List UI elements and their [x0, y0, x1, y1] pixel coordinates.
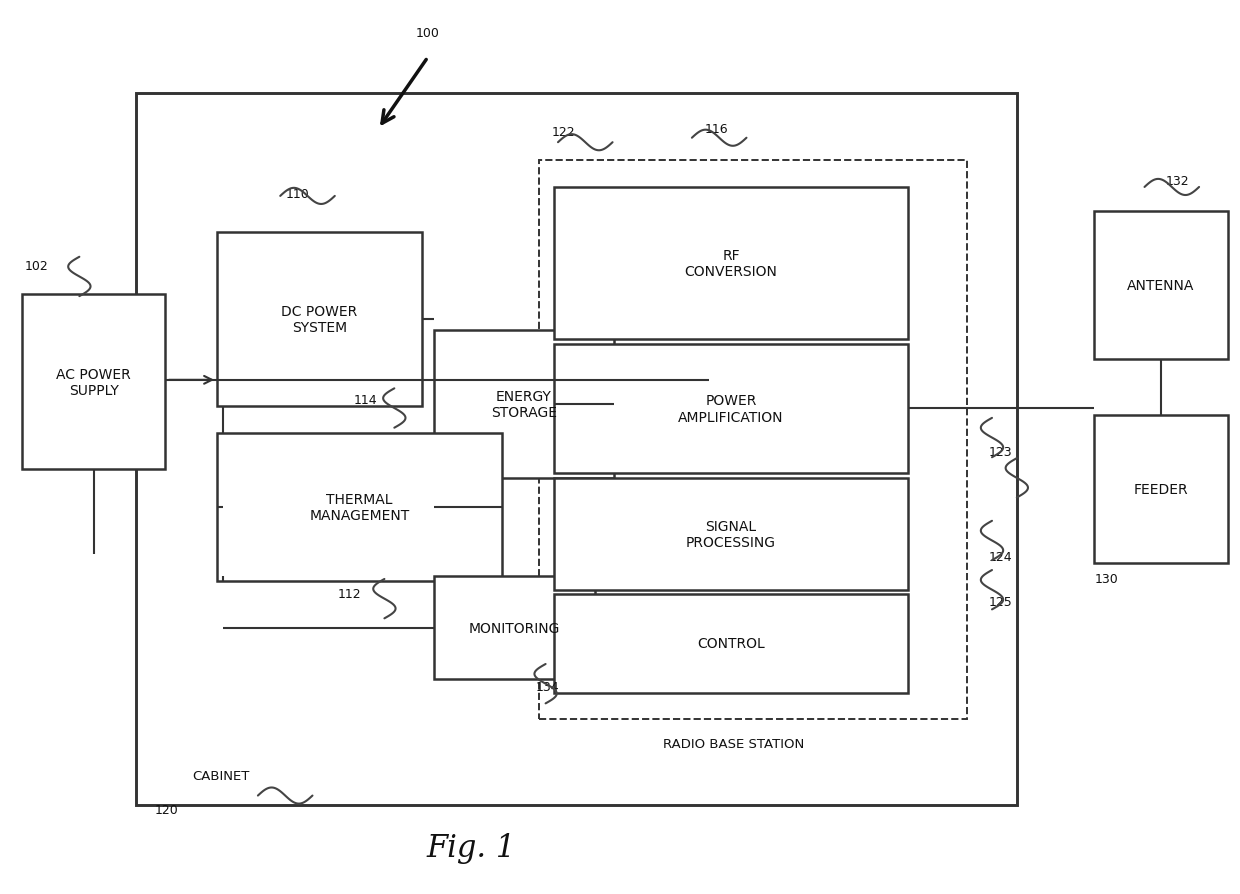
Text: 132: 132 [1166, 174, 1189, 188]
Bar [217, 434, 502, 581]
Text: MONITORING: MONITORING [469, 621, 560, 635]
Text: 134: 134 [536, 679, 559, 693]
Text: FEEDER: FEEDER [1133, 483, 1188, 496]
Text: 125: 125 [988, 595, 1012, 608]
Bar [22, 295, 165, 469]
Text: POWER
AMPLIFICATION: POWER AMPLIFICATION [678, 394, 784, 424]
Text: Fig. 1: Fig. 1 [427, 832, 516, 863]
Text: DC POWER
SYSTEM: DC POWER SYSTEM [281, 305, 357, 334]
Bar [217, 232, 422, 407]
Bar [1094, 416, 1228, 563]
Text: 130: 130 [1095, 572, 1118, 586]
Text: 116: 116 [704, 122, 728, 136]
Text: 124: 124 [988, 550, 1012, 563]
Text: ENERGY
STORAGE: ENERGY STORAGE [491, 390, 557, 419]
Text: CABINET: CABINET [192, 769, 249, 782]
Bar [554, 595, 908, 693]
Bar [434, 577, 595, 679]
Text: CONTROL: CONTROL [697, 637, 765, 651]
Bar [136, 94, 1017, 805]
Text: AC POWER
SUPPLY: AC POWER SUPPLY [56, 367, 131, 397]
Bar [554, 344, 908, 474]
Text: 110: 110 [285, 188, 309, 201]
Bar [554, 478, 908, 590]
Bar [1094, 212, 1228, 359]
Text: 120: 120 [155, 803, 179, 816]
Text: 123: 123 [988, 445, 1012, 459]
Text: THERMAL
MANAGEMENT: THERMAL MANAGEMENT [310, 493, 409, 522]
Text: SIGNAL
PROCESSING: SIGNAL PROCESSING [686, 519, 776, 549]
Text: RF
CONVERSION: RF CONVERSION [684, 249, 777, 279]
Text: ANTENNA: ANTENNA [1127, 279, 1194, 292]
Bar [539, 161, 967, 720]
Text: RADIO BASE STATION: RADIO BASE STATION [663, 738, 805, 751]
Text: 102: 102 [25, 259, 48, 273]
Text: 112: 112 [337, 587, 361, 601]
Bar [434, 331, 614, 478]
Text: 114: 114 [353, 393, 377, 407]
Text: 100: 100 [415, 27, 439, 40]
Bar [554, 188, 908, 340]
Text: 122: 122 [552, 125, 575, 139]
